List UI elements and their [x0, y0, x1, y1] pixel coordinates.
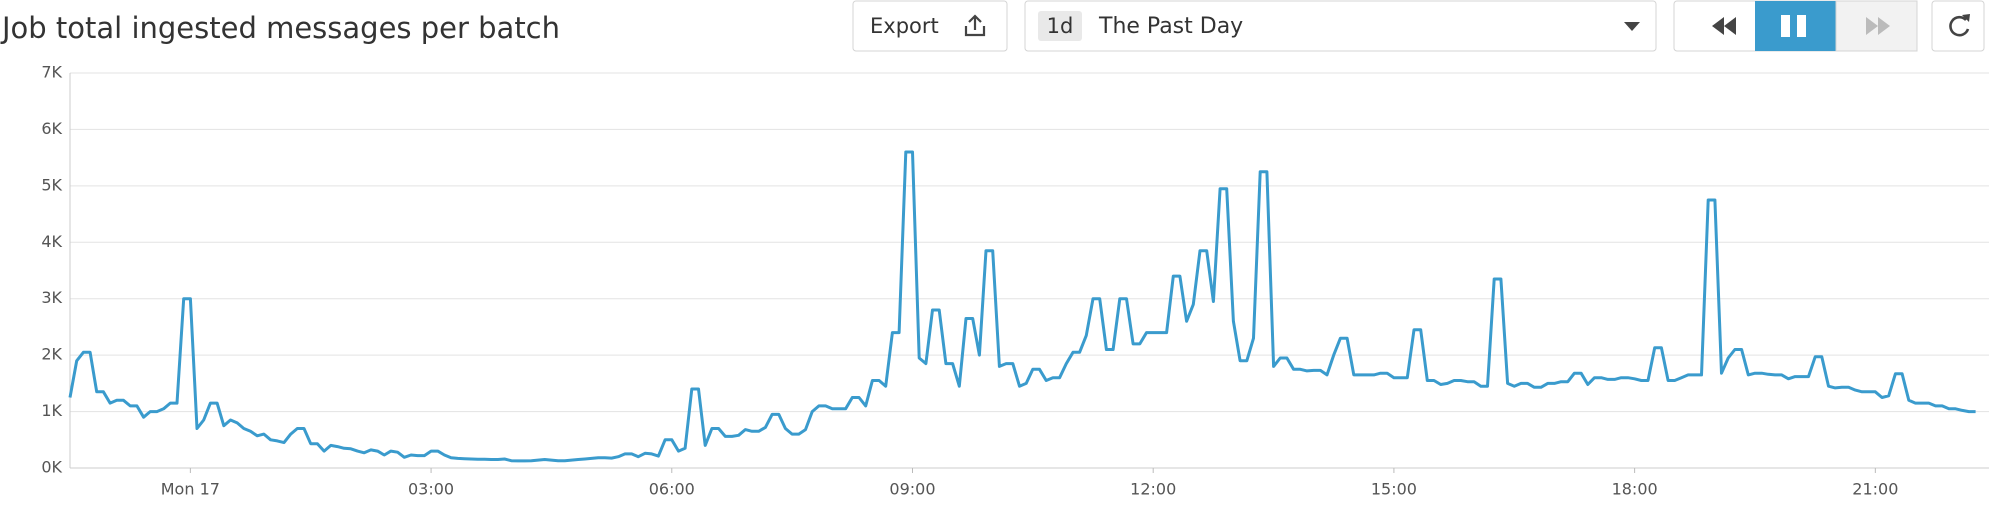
x-tick-label: 09:00 [889, 480, 935, 499]
export-icon [964, 14, 986, 37]
x-tick-label: 06:00 [649, 480, 695, 499]
series-line [68, 150, 1976, 463]
rewind-button[interactable] [1712, 17, 1736, 35]
button-frame [852, 0, 1008, 52]
pause-bg [1755, 1, 1836, 51]
y-tick-label: 5K [41, 175, 62, 194]
x-tick-label: 18:00 [1612, 480, 1658, 499]
x-tick-label: Mon 17 [161, 480, 220, 499]
time-range-select[interactable]: 1d The Past Day [1024, 0, 1657, 52]
export-button[interactable]: Export [852, 0, 1008, 52]
y-tick-label: 4K [41, 232, 62, 251]
range-badge: 1d [1047, 14, 1074, 38]
x-tick-label: 15:00 [1371, 480, 1417, 499]
chart-title: Job total ingested messages per batch [0, 11, 560, 45]
button-label: Export [870, 14, 939, 38]
y-tick-label: 3K [41, 288, 62, 307]
refresh-frame [1931, 0, 1985, 52]
range-badge-bg [1038, 11, 1082, 41]
plot: 0K 1K 2K 3K 4K 5K 6K 7K Mon 17 03:00 06:00 09:00 12:… [41, 63, 1989, 499]
x-tick-label: 03:00 [408, 480, 454, 499]
pause-bar [1781, 15, 1790, 37]
rewind-icon [1712, 17, 1736, 35]
y-tick-label: 0K [41, 458, 62, 477]
caret [1624, 22, 1640, 31]
x-tick-label: 21:00 [1852, 480, 1898, 499]
y-tick-label: 1K [41, 401, 62, 420]
pause-bar [1797, 15, 1806, 37]
range-label: The Past Day [1098, 14, 1243, 39]
y-tick-label: 6K [41, 119, 62, 138]
playback-controls [1673, 0, 1918, 52]
forward-icon [1866, 17, 1890, 35]
y-tick-label: 7K [41, 63, 62, 82]
refresh-button[interactable] [1931, 0, 1985, 52]
forward-button[interactable] [1835, 0, 1918, 52]
x-tick-label: 12:00 [1130, 480, 1176, 499]
refresh-arrow [1962, 14, 1970, 22]
refresh-arc [1949, 15, 1970, 37]
pause-button[interactable] [1755, 1, 1836, 51]
select-frame [1024, 0, 1657, 52]
y-tick-label: 2K [41, 345, 62, 364]
